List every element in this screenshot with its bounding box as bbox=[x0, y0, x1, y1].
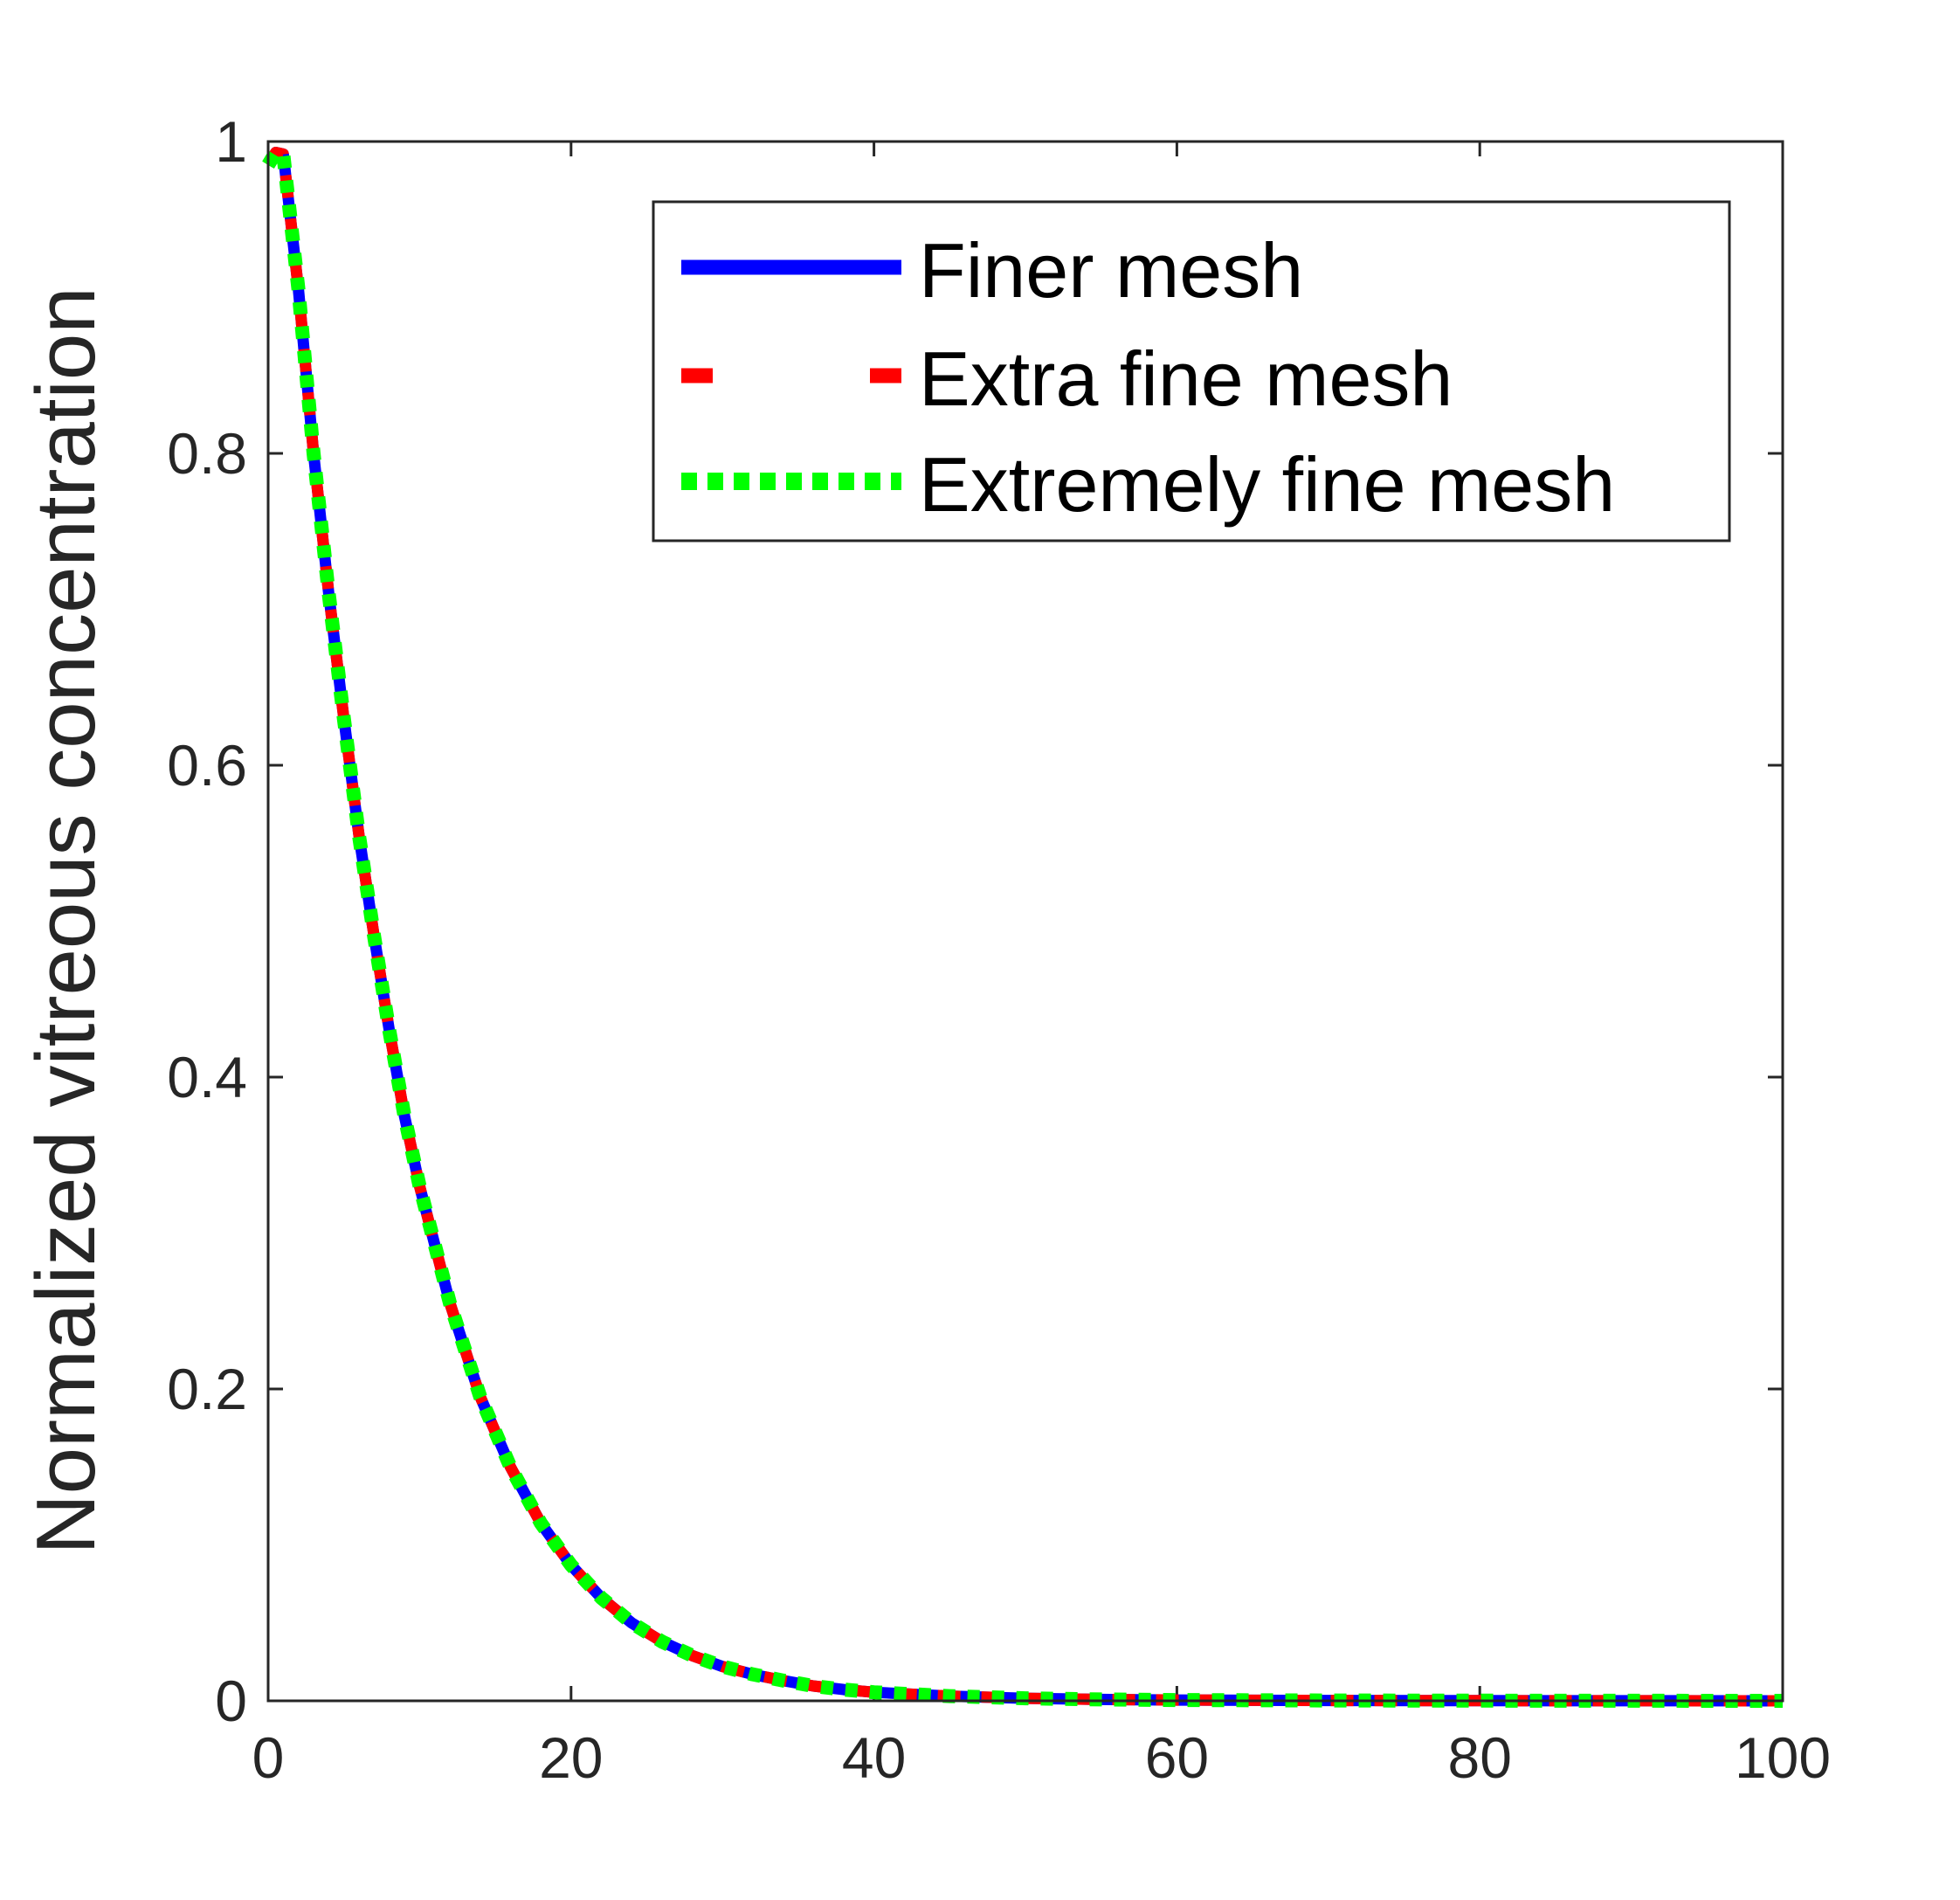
legend-box bbox=[652, 200, 1731, 542]
x-tick-label: 40 bbox=[842, 1725, 906, 1790]
y-axis-label: Normalized vitreous concentration bbox=[19, 287, 113, 1554]
y-tick-label: 0.2 bbox=[167, 1357, 247, 1421]
x-tick-label: 100 bbox=[1735, 1725, 1831, 1790]
tick-labels: 0 20 40 60 80 100 0 0.2 0.4 0.6 0.8 1 bbox=[167, 109, 1831, 1790]
x-tick-label: 80 bbox=[1447, 1725, 1511, 1790]
y-tick-label: 0.8 bbox=[167, 421, 247, 486]
legend-label-1: Finer mesh bbox=[919, 227, 1303, 314]
plot-frame bbox=[266, 140, 1784, 1703]
series-layer bbox=[262, 145, 1784, 1708]
legend: Finer mesh Extra fine mesh Extremely fine … bbox=[652, 200, 1731, 542]
y-tick-label: 1 bbox=[215, 109, 247, 174]
series-line-3 bbox=[262, 145, 1784, 1708]
legend-label-3: Extremely fine mesh bbox=[919, 441, 1615, 528]
legend-label-2: Extra fine mesh bbox=[919, 335, 1453, 422]
y-tick-label: 0 bbox=[215, 1669, 247, 1733]
y-tick-label: 0.4 bbox=[167, 1045, 247, 1109]
x-tick-label: 0 bbox=[252, 1725, 285, 1790]
x-tick-label: 20 bbox=[539, 1725, 603, 1790]
x-tick-label: 60 bbox=[1145, 1725, 1209, 1790]
y-tick-label: 0.6 bbox=[167, 733, 247, 798]
